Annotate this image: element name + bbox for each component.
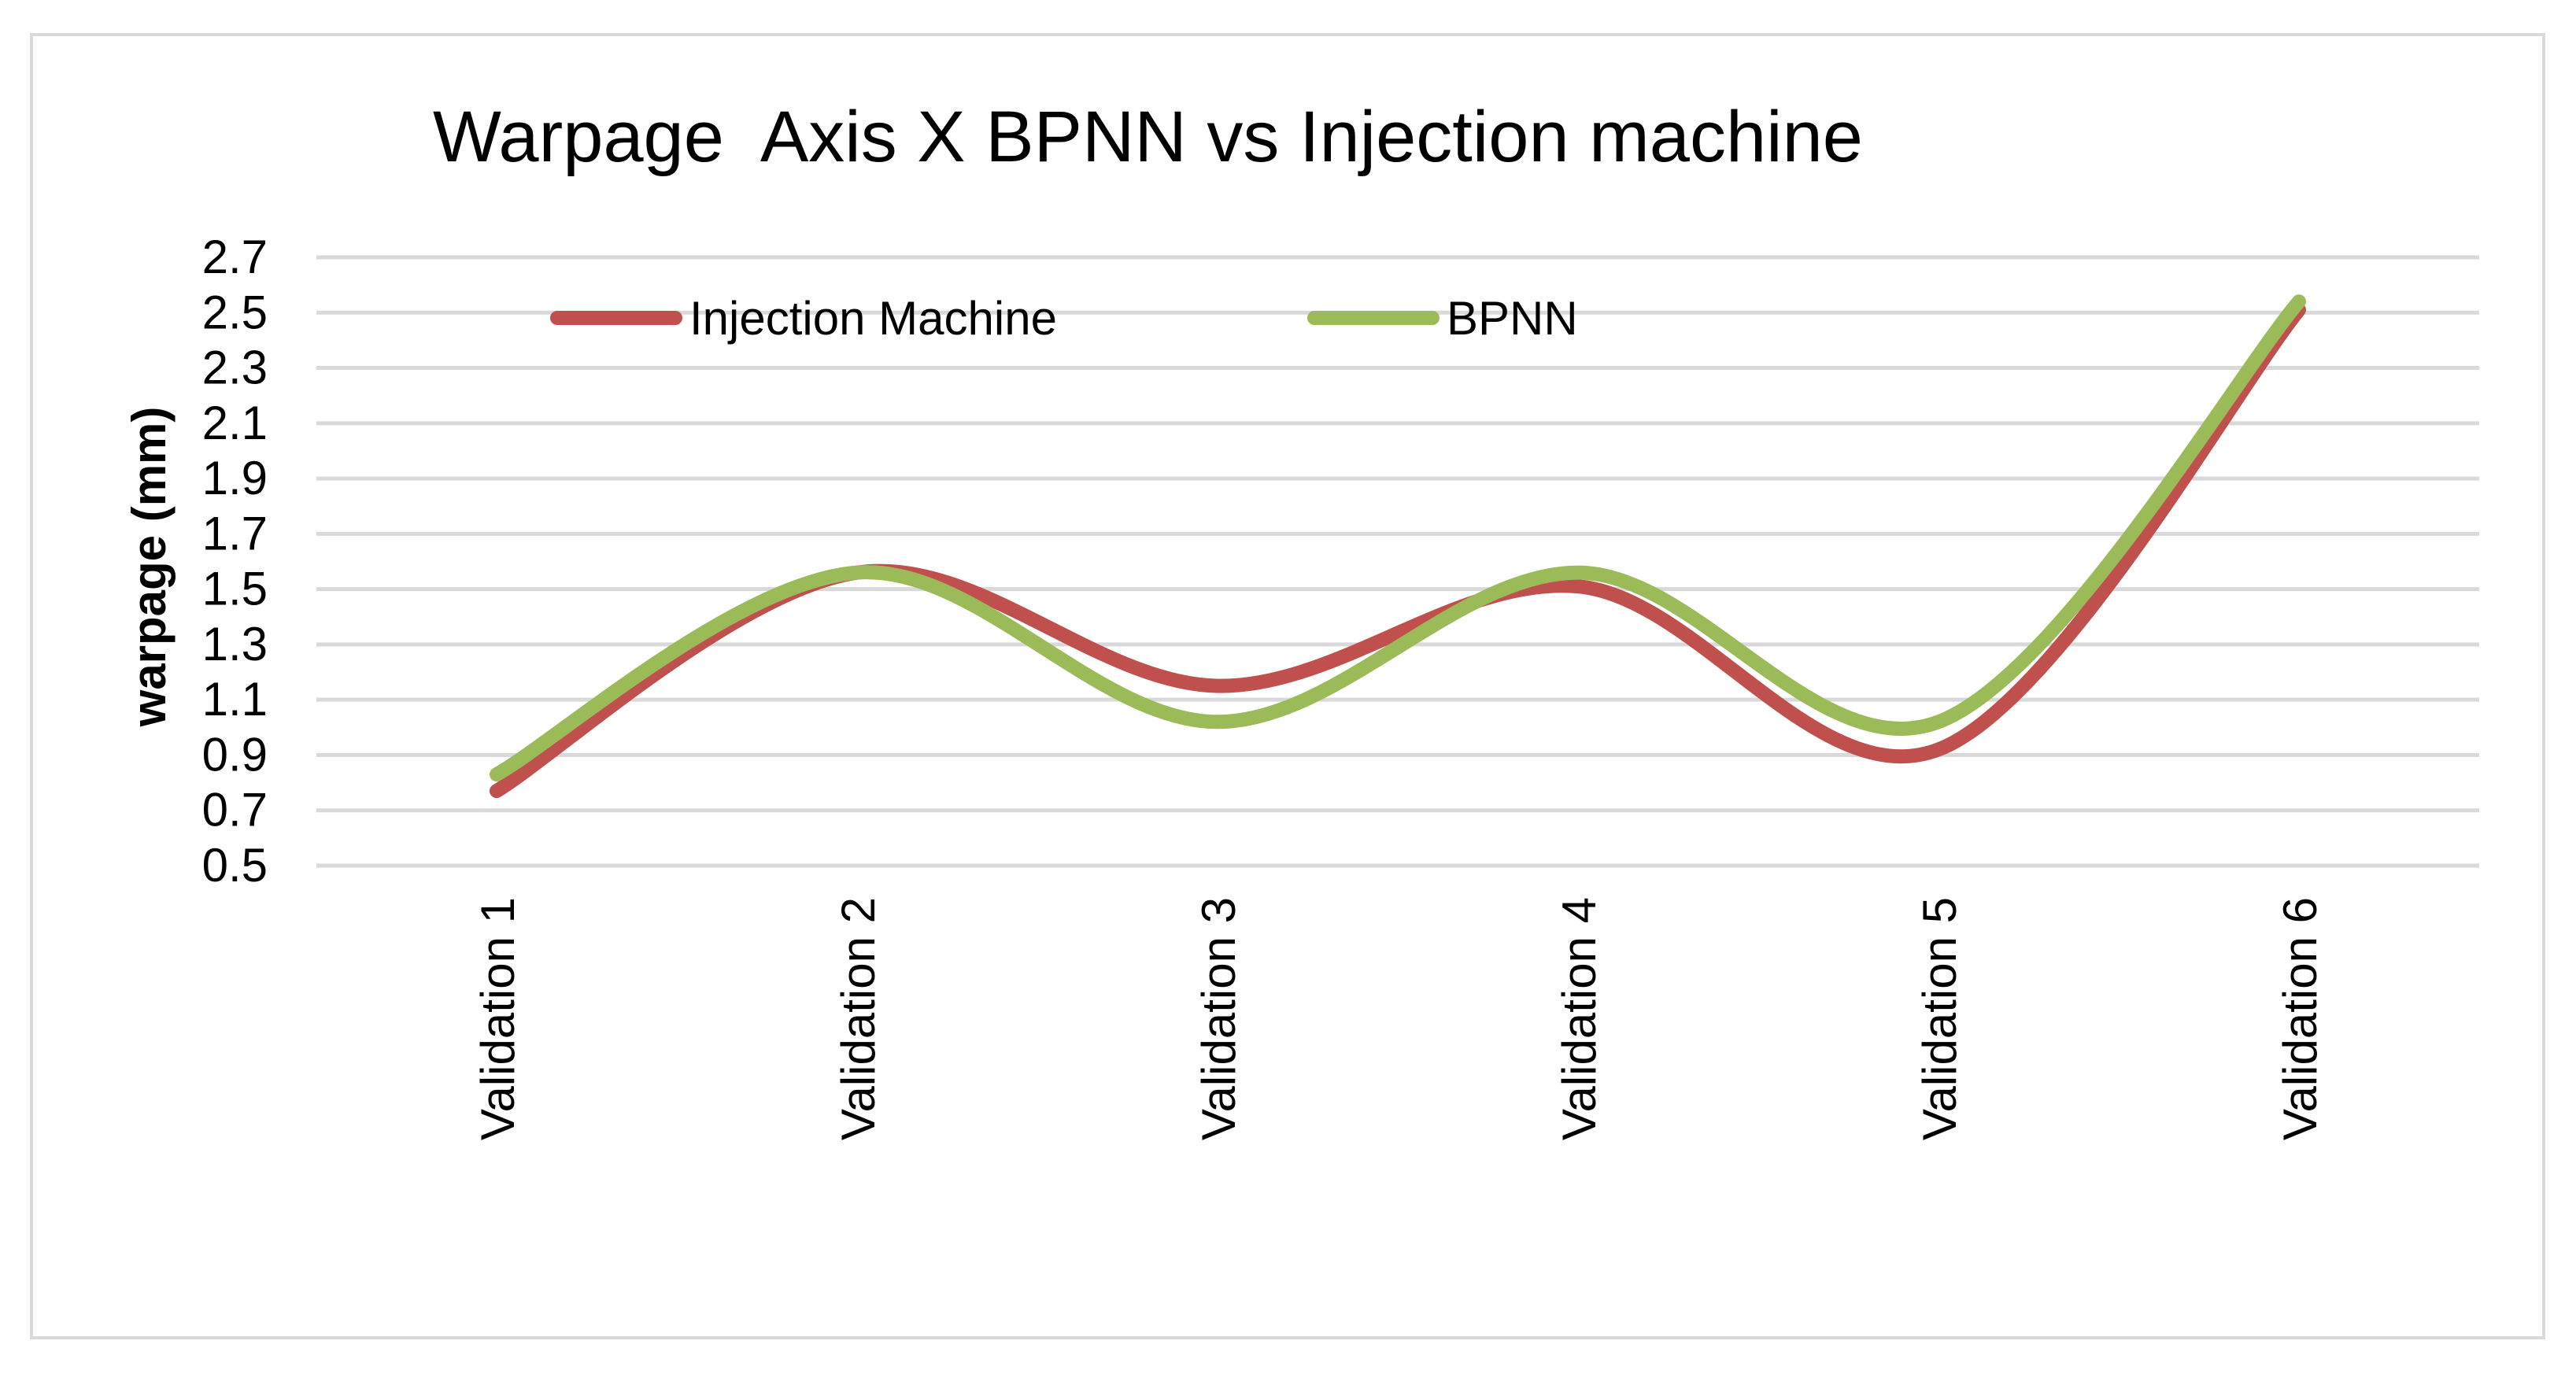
data-point: [1938, 748, 1939, 750]
series-bpnn: [490, 294, 2306, 782]
legend-item: BPNN: [1307, 292, 1578, 345]
y-tick-label: 0.7: [202, 784, 268, 837]
y-tick-label: 1.5: [202, 563, 268, 615]
y-tick-label: 2.7: [202, 231, 268, 283]
y-tick-label: 1.1: [202, 673, 268, 726]
series-injection-machine: [490, 302, 2306, 799]
x-tick-label: Validation 4: [1553, 897, 1606, 1140]
legend-label: Injection Machine: [689, 292, 1057, 345]
data-point: [2298, 301, 2300, 302]
y-tick-label: 1.7: [202, 507, 268, 560]
y-tick-label: 0.5: [202, 839, 268, 892]
legend-label: BPNN: [1447, 292, 1578, 345]
y-tick-label: 1.3: [202, 618, 268, 670]
chart-title: Warpage Axis X BPNN vs Injection machine: [433, 97, 1863, 177]
series-lines: [490, 294, 2306, 799]
gridlines: [316, 255, 2479, 868]
y-tick-label: 2.5: [202, 286, 268, 338]
y-axis-ticks: 0.50.70.91.11.31.51.71.92.12.32.52.7: [202, 231, 268, 892]
x-axis-ticks: Validation 1 Validation 2 Validation 3 Vali…: [471, 897, 2327, 1140]
chart-frame: [30, 33, 2545, 1339]
data-point: [856, 572, 858, 574]
y-tick-label: 2.3: [202, 342, 268, 394]
x-tick-label: Validation 2: [832, 897, 885, 1140]
data-point: [1577, 585, 1579, 587]
y-tick-label: 1.9: [202, 452, 268, 504]
y-tick-label: 0.9: [202, 728, 268, 781]
y-axis-label: warpage (mm): [123, 407, 176, 728]
series-line: [490, 294, 2306, 782]
x-tick-label: Validation 5: [1913, 897, 1966, 1140]
legend-item: Injection Machine: [550, 292, 1057, 345]
data-point: [1577, 572, 1579, 574]
series-line: [490, 302, 2306, 799]
legend: Injection Machine BPNN: [550, 292, 1578, 345]
x-tick-label: Validation 1: [471, 897, 524, 1140]
x-tick-label: Validation 3: [1192, 897, 1245, 1140]
y-tick-label: 2.1: [202, 397, 268, 449]
x-tick-label: Validation 6: [2274, 897, 2327, 1140]
